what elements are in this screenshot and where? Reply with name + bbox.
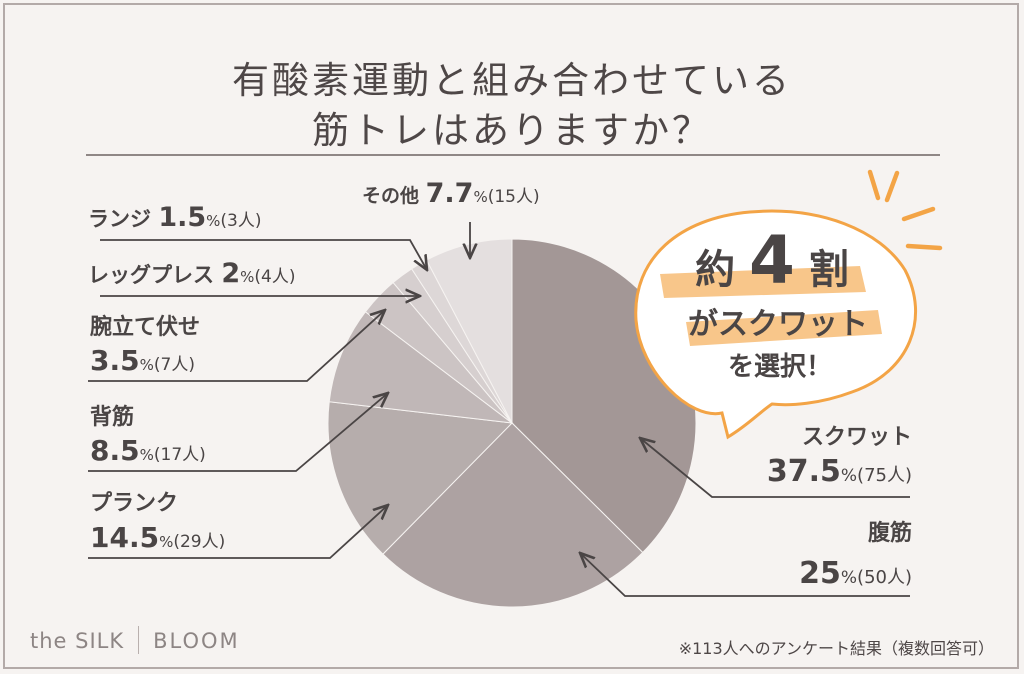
leader-line-abs <box>580 553 910 597</box>
leader-line-pushup <box>88 310 385 382</box>
label-squat-value: 37.5%(75人) <box>767 454 912 489</box>
label-abs-value: 25%(50人) <box>799 556 912 591</box>
leader-line-back <box>88 393 388 472</box>
chart-title-line-2: 筋トレはありますか？ <box>312 109 712 152</box>
callout-headline: 約 4 割 <box>695 222 849 299</box>
label-plank-value: 14.5%(29人) <box>90 521 225 554</box>
label-legpress: レッグプレス 2%(4人) <box>88 258 295 289</box>
label-other: その他 7.7%(15人) <box>362 178 540 209</box>
label-plank-name: プランク <box>90 491 178 516</box>
label-abs-name: 腹筋 <box>868 520 912 546</box>
survey-note: ※113人へのアンケート結果（複数回答可） <box>678 639 994 658</box>
brand-right-text: BLOOM <box>153 629 240 653</box>
label-pushup-name: 腕立て伏せ <box>90 314 200 340</box>
label-pushup-value: 3.5%(7人) <box>90 344 195 377</box>
label-back-value: 8.5%(17人) <box>90 434 206 467</box>
label-back-name: 背筋 <box>90 404 134 430</box>
leader-line-plank <box>88 505 388 559</box>
brand-divider <box>138 626 140 654</box>
callout-line-2: がスクワット <box>688 307 868 342</box>
leader-line-squat <box>640 438 910 498</box>
label-lunge: ランジ 1.5%(3人) <box>88 202 262 233</box>
callout-line-3: を選択！ <box>728 352 832 382</box>
callout-rays <box>867 169 943 251</box>
leader-lines <box>88 222 910 597</box>
chart-title-line-1: 有酸素運動と組み合わせている <box>232 59 792 102</box>
leader-line-lunge <box>100 239 427 270</box>
label-squat-name: スクワット <box>802 425 912 450</box>
brand-logo: the SILK BLOOM <box>30 626 240 654</box>
slice-labels: スクワット 37.5%(75人) 腹筋 25%(50人) プランク 14.5%(29人) 背… <box>88 178 912 591</box>
callout-highlights <box>660 266 882 346</box>
title-divider <box>86 154 940 156</box>
brand-left-text: the SILK <box>30 629 125 653</box>
